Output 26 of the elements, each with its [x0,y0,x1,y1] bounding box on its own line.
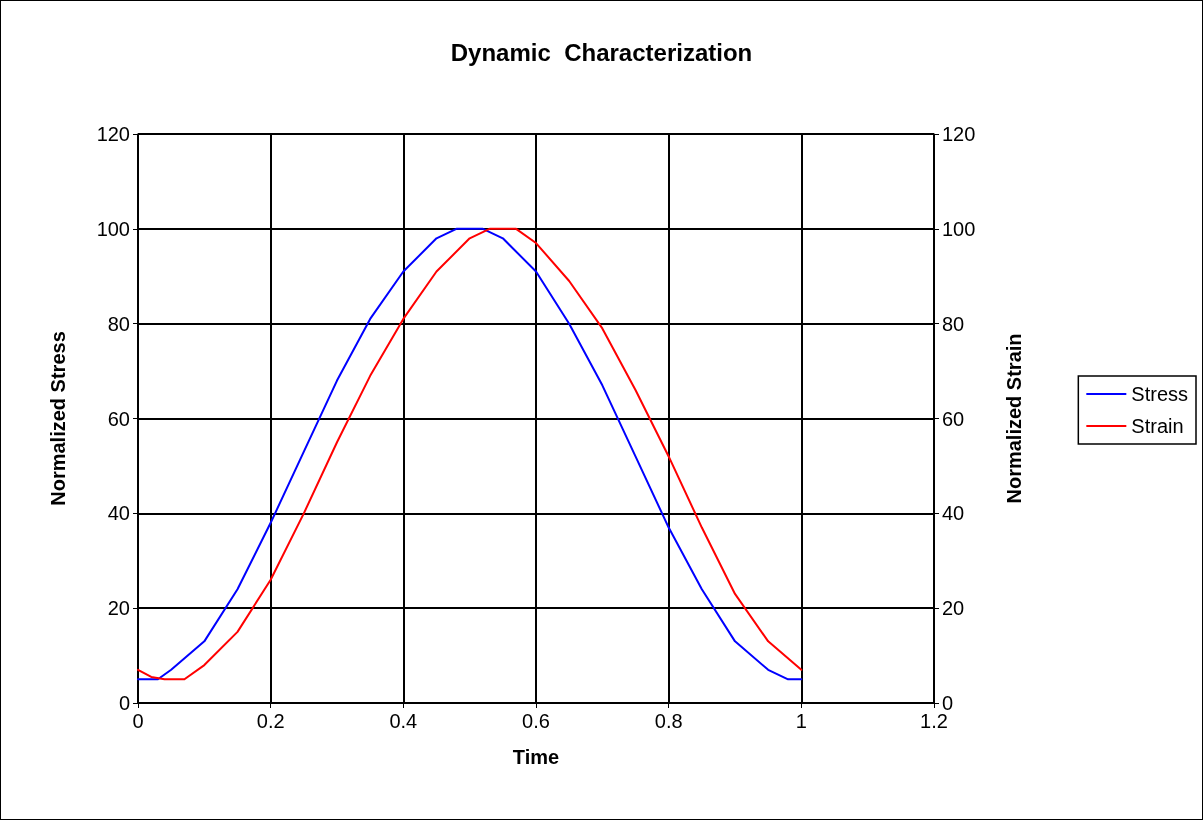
y2-axis-title: Normalized Strain [1003,333,1025,504]
x-tick-label: 0.8 [654,710,683,732]
x-tick-label: 0.2 [256,710,285,732]
y2-tick-label: 100 [942,217,976,240]
x-axis-title: Time [512,746,560,768]
y-tick-label: 80 [107,312,130,335]
y2-tick-label: 20 [942,597,965,620]
legend-label: Strain [1131,415,1184,437]
y-tick-label: 20 [107,597,130,620]
y2-tick-label: 120 [942,123,976,145]
y2-tick-label: 80 [942,312,965,335]
x-tick-label: 0.4 [389,710,418,732]
x-tick-label: 0.6 [522,710,550,732]
x-tick-label: 0 [132,710,144,732]
y-axis-title: Normalized Stress [47,331,69,506]
y2-tick-label: 40 [942,502,965,525]
y-tick-label: 40 [107,502,130,525]
y-tick-label: 60 [107,407,130,430]
legend-label: Stress [1131,383,1189,405]
y2-tick-label: 60 [942,407,965,430]
y-tick-label: 100 [96,217,130,240]
x-tick-label: 1 [795,710,807,732]
chart-title: Dynamic Characterization [450,38,753,66]
y-tick-label: 120 [96,123,130,145]
y-tick-label: 0 [118,692,130,714]
line-series [137,227,803,681]
